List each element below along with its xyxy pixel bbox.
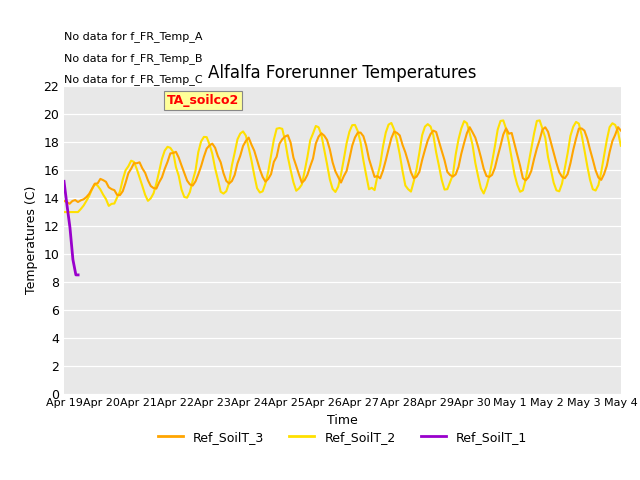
Legend: Ref_SoilT_3, Ref_SoilT_2, Ref_SoilT_1: Ref_SoilT_3, Ref_SoilT_2, Ref_SoilT_1 xyxy=(153,426,532,449)
Text: TA_soilco2: TA_soilco2 xyxy=(167,94,239,107)
Text: No data for f_FR_Temp_B: No data for f_FR_Temp_B xyxy=(64,53,202,63)
Title: Alfalfa Forerunner Temperatures: Alfalfa Forerunner Temperatures xyxy=(208,64,477,82)
Text: No data for f_FR_Temp_A: No data for f_FR_Temp_A xyxy=(64,31,202,42)
X-axis label: Time: Time xyxy=(327,414,358,427)
Y-axis label: Temperatures (C): Temperatures (C) xyxy=(25,186,38,294)
Text: No data for f_FR_Temp_C: No data for f_FR_Temp_C xyxy=(64,74,203,85)
